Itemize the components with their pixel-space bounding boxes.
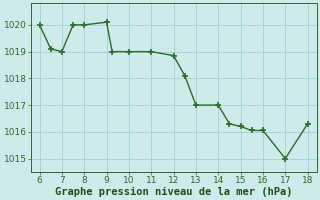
X-axis label: Graphe pression niveau de la mer (hPa): Graphe pression niveau de la mer (hPa) xyxy=(55,186,292,197)
